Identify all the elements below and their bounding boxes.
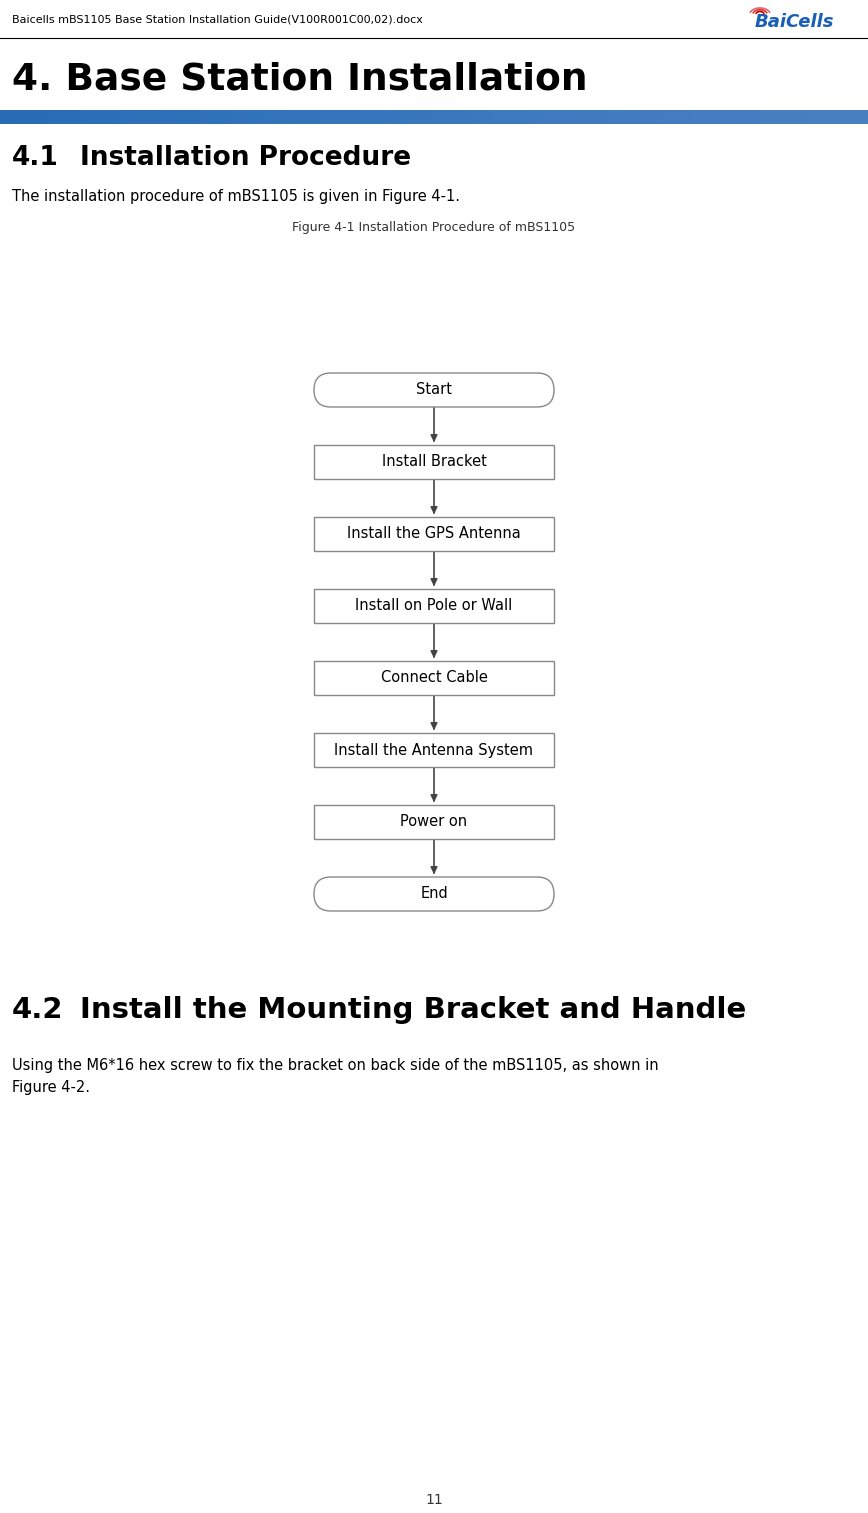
Text: Figure 4-2.: Figure 4-2. xyxy=(12,1080,90,1095)
FancyBboxPatch shape xyxy=(314,589,554,623)
Text: 4. Base Station Installation: 4. Base Station Installation xyxy=(12,62,588,98)
FancyBboxPatch shape xyxy=(314,878,554,911)
Text: 4.2: 4.2 xyxy=(12,996,63,1024)
FancyBboxPatch shape xyxy=(314,661,554,694)
Text: 11: 11 xyxy=(425,1493,443,1507)
Text: Figure 4-1 Installation Procedure of mBS1105: Figure 4-1 Installation Procedure of mBS… xyxy=(293,221,575,235)
Text: The installation procedure of mBS1105 is given in Figure 4-1.: The installation procedure of mBS1105 is… xyxy=(12,189,460,204)
Text: Power on: Power on xyxy=(400,814,468,829)
Text: Install on Pole or Wall: Install on Pole or Wall xyxy=(355,599,513,613)
Text: Using the M6*16 hex screw to fix the bracket on back side of the mBS1105, as sho: Using the M6*16 hex screw to fix the bra… xyxy=(12,1058,659,1073)
FancyBboxPatch shape xyxy=(314,517,554,551)
Text: Install Bracket: Install Bracket xyxy=(382,454,486,469)
Text: Cells: Cells xyxy=(785,14,833,30)
Text: 4.1: 4.1 xyxy=(12,145,59,171)
FancyBboxPatch shape xyxy=(314,374,554,407)
FancyBboxPatch shape xyxy=(314,445,554,480)
Bar xyxy=(0,110,868,124)
FancyBboxPatch shape xyxy=(314,805,554,840)
Text: Baicells mBS1105 Base Station Installation Guide(V100R001C00,02).docx: Baicells mBS1105 Base Station Installati… xyxy=(12,15,423,26)
Text: Connect Cable: Connect Cable xyxy=(380,670,488,685)
Text: Bai: Bai xyxy=(755,14,787,30)
Text: Install the Antenna System: Install the Antenna System xyxy=(334,743,534,758)
FancyBboxPatch shape xyxy=(314,732,554,767)
Text: Installation Procedure: Installation Procedure xyxy=(80,145,411,171)
Text: Install the Mounting Bracket and Handle: Install the Mounting Bracket and Handle xyxy=(80,996,746,1024)
Text: End: End xyxy=(420,887,448,902)
Text: Install the GPS Antenna: Install the GPS Antenna xyxy=(347,527,521,542)
Text: Start: Start xyxy=(416,383,452,398)
